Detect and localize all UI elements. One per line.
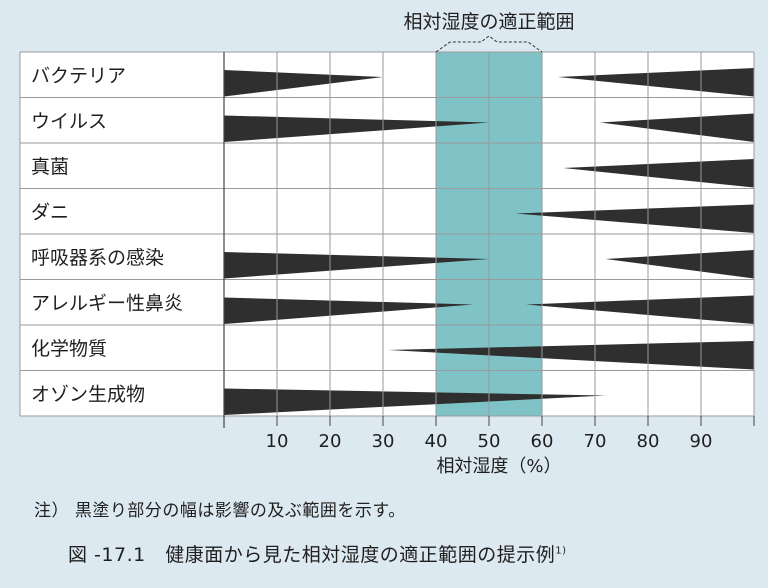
category-label: オゾン生成物 bbox=[31, 383, 145, 405]
low-humidity-wedge-6 bbox=[224, 297, 474, 324]
high-humidity-wedge-3 bbox=[563, 159, 754, 188]
category-label: バクテリア bbox=[31, 65, 126, 87]
high-humidity-wedge-6 bbox=[526, 295, 754, 324]
low-humidity-wedge-1 bbox=[224, 70, 383, 97]
x-axis-label: 相対湿度（%） bbox=[436, 456, 561, 477]
x-tick-label: 90 bbox=[690, 431, 713, 452]
category-label: アレルギー性鼻炎 bbox=[31, 292, 183, 314]
category-label: 化学物質 bbox=[31, 338, 107, 360]
chart-note: 注） 黒塗り部分の幅は影響の及ぶ範囲を示す。 bbox=[34, 501, 406, 521]
x-tick-label: 40 bbox=[425, 431, 448, 452]
low-humidity-wedge-5 bbox=[224, 252, 489, 279]
x-tick-label: 30 bbox=[372, 431, 395, 452]
figure-caption: 図 -17.1 健康面から見た相対湿度の適正範囲の提示例1) bbox=[68, 540, 566, 567]
x-tick-label: 70 bbox=[584, 431, 607, 452]
x-tick-label: 80 bbox=[637, 431, 660, 452]
optimal-range-bracket bbox=[435, 35, 543, 53]
x-tick-label: 10 bbox=[266, 431, 289, 452]
figure-caption-text: 図 -17.1 健康面から見た相対湿度の適正範囲の提示例 bbox=[68, 544, 556, 566]
category-label: ダニ bbox=[31, 201, 69, 223]
high-humidity-wedge-7 bbox=[388, 341, 754, 370]
low-humidity-wedge-2 bbox=[224, 115, 489, 142]
high-humidity-wedge-2 bbox=[600, 113, 754, 142]
low-humidity-wedge-8 bbox=[224, 388, 606, 415]
optimal-range-label: 相対湿度の適正範囲 bbox=[403, 11, 574, 33]
category-label: ウイルス bbox=[31, 110, 107, 132]
category-label: 呼吸器系の感染 bbox=[31, 247, 164, 269]
category-label: 真菌 bbox=[31, 156, 69, 178]
high-humidity-wedge-1 bbox=[557, 68, 754, 97]
figure-caption-ref: 1) bbox=[555, 545, 567, 557]
x-tick-label: 20 bbox=[319, 431, 342, 452]
x-tick-label: 60 bbox=[531, 431, 554, 452]
x-tick-label: 50 bbox=[478, 431, 501, 452]
high-humidity-wedge-4 bbox=[515, 204, 754, 233]
high-humidity-wedge-5 bbox=[605, 250, 754, 279]
